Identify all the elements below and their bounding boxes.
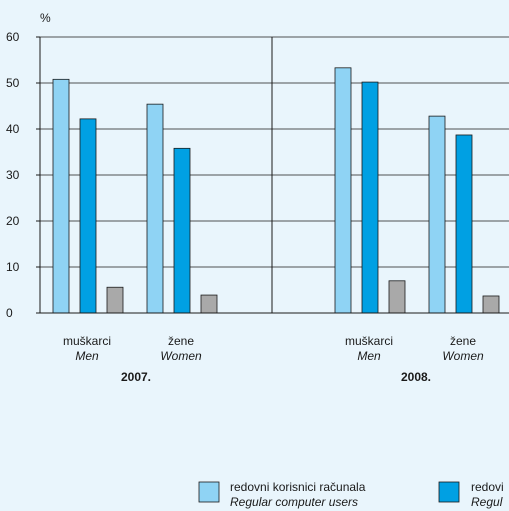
x-axis-labels: muškarciMenženeWomen2007.muškarciMenžene… xyxy=(63,334,484,384)
bar-2007-women-2 xyxy=(173,147,191,314)
y-tick-label: 20 xyxy=(6,214,20,228)
legend-label: redovni korisnici računala xyxy=(230,480,366,494)
y-axis-ticks: 0 10 20 30 40 50 60 xyxy=(6,30,40,320)
bars xyxy=(52,67,500,314)
bar-2007-women-1 xyxy=(146,103,164,314)
bar-2008-women-3 xyxy=(482,295,500,314)
panel-year-label: 2007. xyxy=(121,370,151,384)
bar-2007-men-1 xyxy=(52,78,70,314)
bar-2008-women-2 xyxy=(455,134,473,314)
y-tick-label: 30 xyxy=(6,168,20,182)
axes xyxy=(39,37,509,314)
x-group-label: žene xyxy=(168,334,194,348)
bar-2007-men-3 xyxy=(106,286,124,314)
y-tick-label: 50 xyxy=(6,76,20,90)
x-group-label: muškarci xyxy=(63,334,111,348)
legend-label: redovi xyxy=(471,480,504,494)
y-tick-label: 40 xyxy=(6,122,20,136)
bar-2008-men-3 xyxy=(388,280,406,314)
y-tick-label: 10 xyxy=(6,260,20,274)
legend-label-en: Regular computer users xyxy=(230,495,358,509)
bar-2008-women-1 xyxy=(428,115,446,314)
y-tick-label: 60 xyxy=(6,30,20,44)
legend-swatch xyxy=(198,481,220,503)
x-group-label-en: Women xyxy=(160,349,202,363)
y-axis-label: % xyxy=(40,11,51,25)
bar-2008-men-2 xyxy=(361,81,379,314)
x-group-label-en: Men xyxy=(75,349,99,363)
panel-year-label: 2008. xyxy=(401,370,431,384)
y-tick-label: 0 xyxy=(6,306,13,320)
x-group-label: žene xyxy=(450,334,476,348)
bar-2007-men-2 xyxy=(79,118,97,314)
x-group-label: muškarci xyxy=(345,334,393,348)
legend-label-en: Regul xyxy=(471,495,503,509)
bar-2008-men-1 xyxy=(334,67,352,314)
x-group-label-en: Men xyxy=(357,349,381,363)
x-group-label-en: Women xyxy=(442,349,484,363)
bar-2007-women-3 xyxy=(200,294,218,314)
legend-swatch xyxy=(438,481,460,503)
